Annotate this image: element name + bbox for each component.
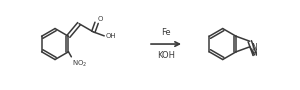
Text: OH: OH — [105, 33, 116, 39]
Text: H: H — [252, 49, 257, 58]
Text: KOH: KOH — [157, 51, 175, 60]
Text: N: N — [252, 43, 257, 52]
Text: Fe: Fe — [161, 28, 171, 37]
Text: NO$_2$: NO$_2$ — [72, 59, 88, 69]
Text: O: O — [98, 16, 103, 22]
